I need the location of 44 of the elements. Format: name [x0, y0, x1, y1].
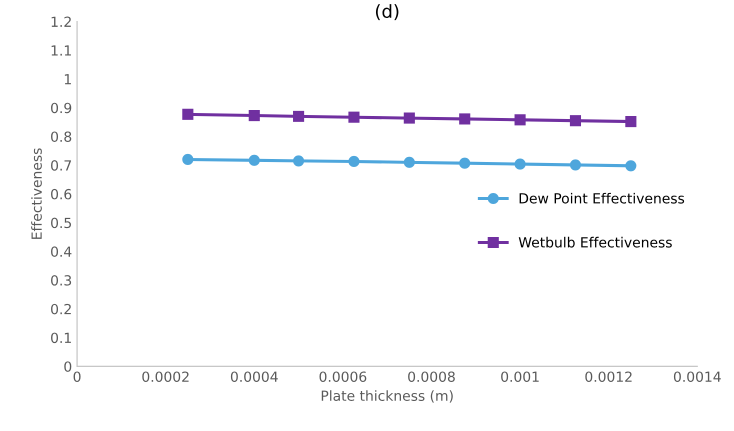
x-axis-title: Plate thickness (m): [322, 390, 453, 403]
point: [404, 156, 415, 168]
point: [625, 116, 636, 128]
point: [459, 158, 470, 169]
y-tick-label: 0.5: [51, 218, 71, 228]
point: [459, 113, 470, 125]
point: [514, 158, 526, 170]
y-tick-label: 0.8: [51, 131, 72, 142]
y-axis-title: Effectiveness: [31, 148, 42, 239]
point: [404, 112, 415, 124]
y-tick-label: 1.1: [52, 45, 71, 56]
chart-title: (d): [376, 4, 398, 20]
point: [293, 110, 304, 122]
y-tick-label: 0.9: [51, 102, 72, 114]
point: [348, 112, 360, 123]
x-tick-label: 0.0004: [230, 371, 278, 382]
y-tick-label: 0: [64, 361, 72, 372]
x-tick-label: 0.0012: [585, 371, 632, 382]
y-tick-label: 0.2: [51, 304, 71, 314]
point: [248, 110, 260, 122]
y-tick-label: 1.2: [52, 16, 71, 27]
legend-label: Wetbulb Effectiveness: [518, 236, 672, 248]
y-tick-label: 0.7: [51, 160, 72, 171]
x-tick-label: 0: [74, 371, 81, 382]
point: [514, 114, 526, 126]
point: [625, 160, 636, 172]
x-tick-label: 0.001: [501, 371, 539, 382]
point: [570, 115, 582, 126]
point: [182, 154, 194, 166]
point: [348, 156, 360, 168]
x-tick-label: 0.0002: [142, 371, 189, 382]
point: [570, 159, 582, 170]
point: [293, 155, 304, 166]
x-tick-label: 0.0006: [320, 371, 366, 382]
x-tick-label: 0.0014: [674, 371, 721, 382]
y-tick-label: 0.1: [51, 332, 71, 344]
y-tick-label: 0.6: [51, 188, 72, 200]
point: [248, 154, 260, 166]
y-tick-label: 1: [64, 74, 71, 84]
y-tick-label: 0.3: [51, 275, 72, 286]
x-tick-label: 0.0008: [408, 371, 455, 382]
legend-label: Dew Point Effectiveness: [520, 192, 684, 204]
y-tick-label: 0.4: [51, 246, 72, 257]
point: [182, 108, 194, 120]
